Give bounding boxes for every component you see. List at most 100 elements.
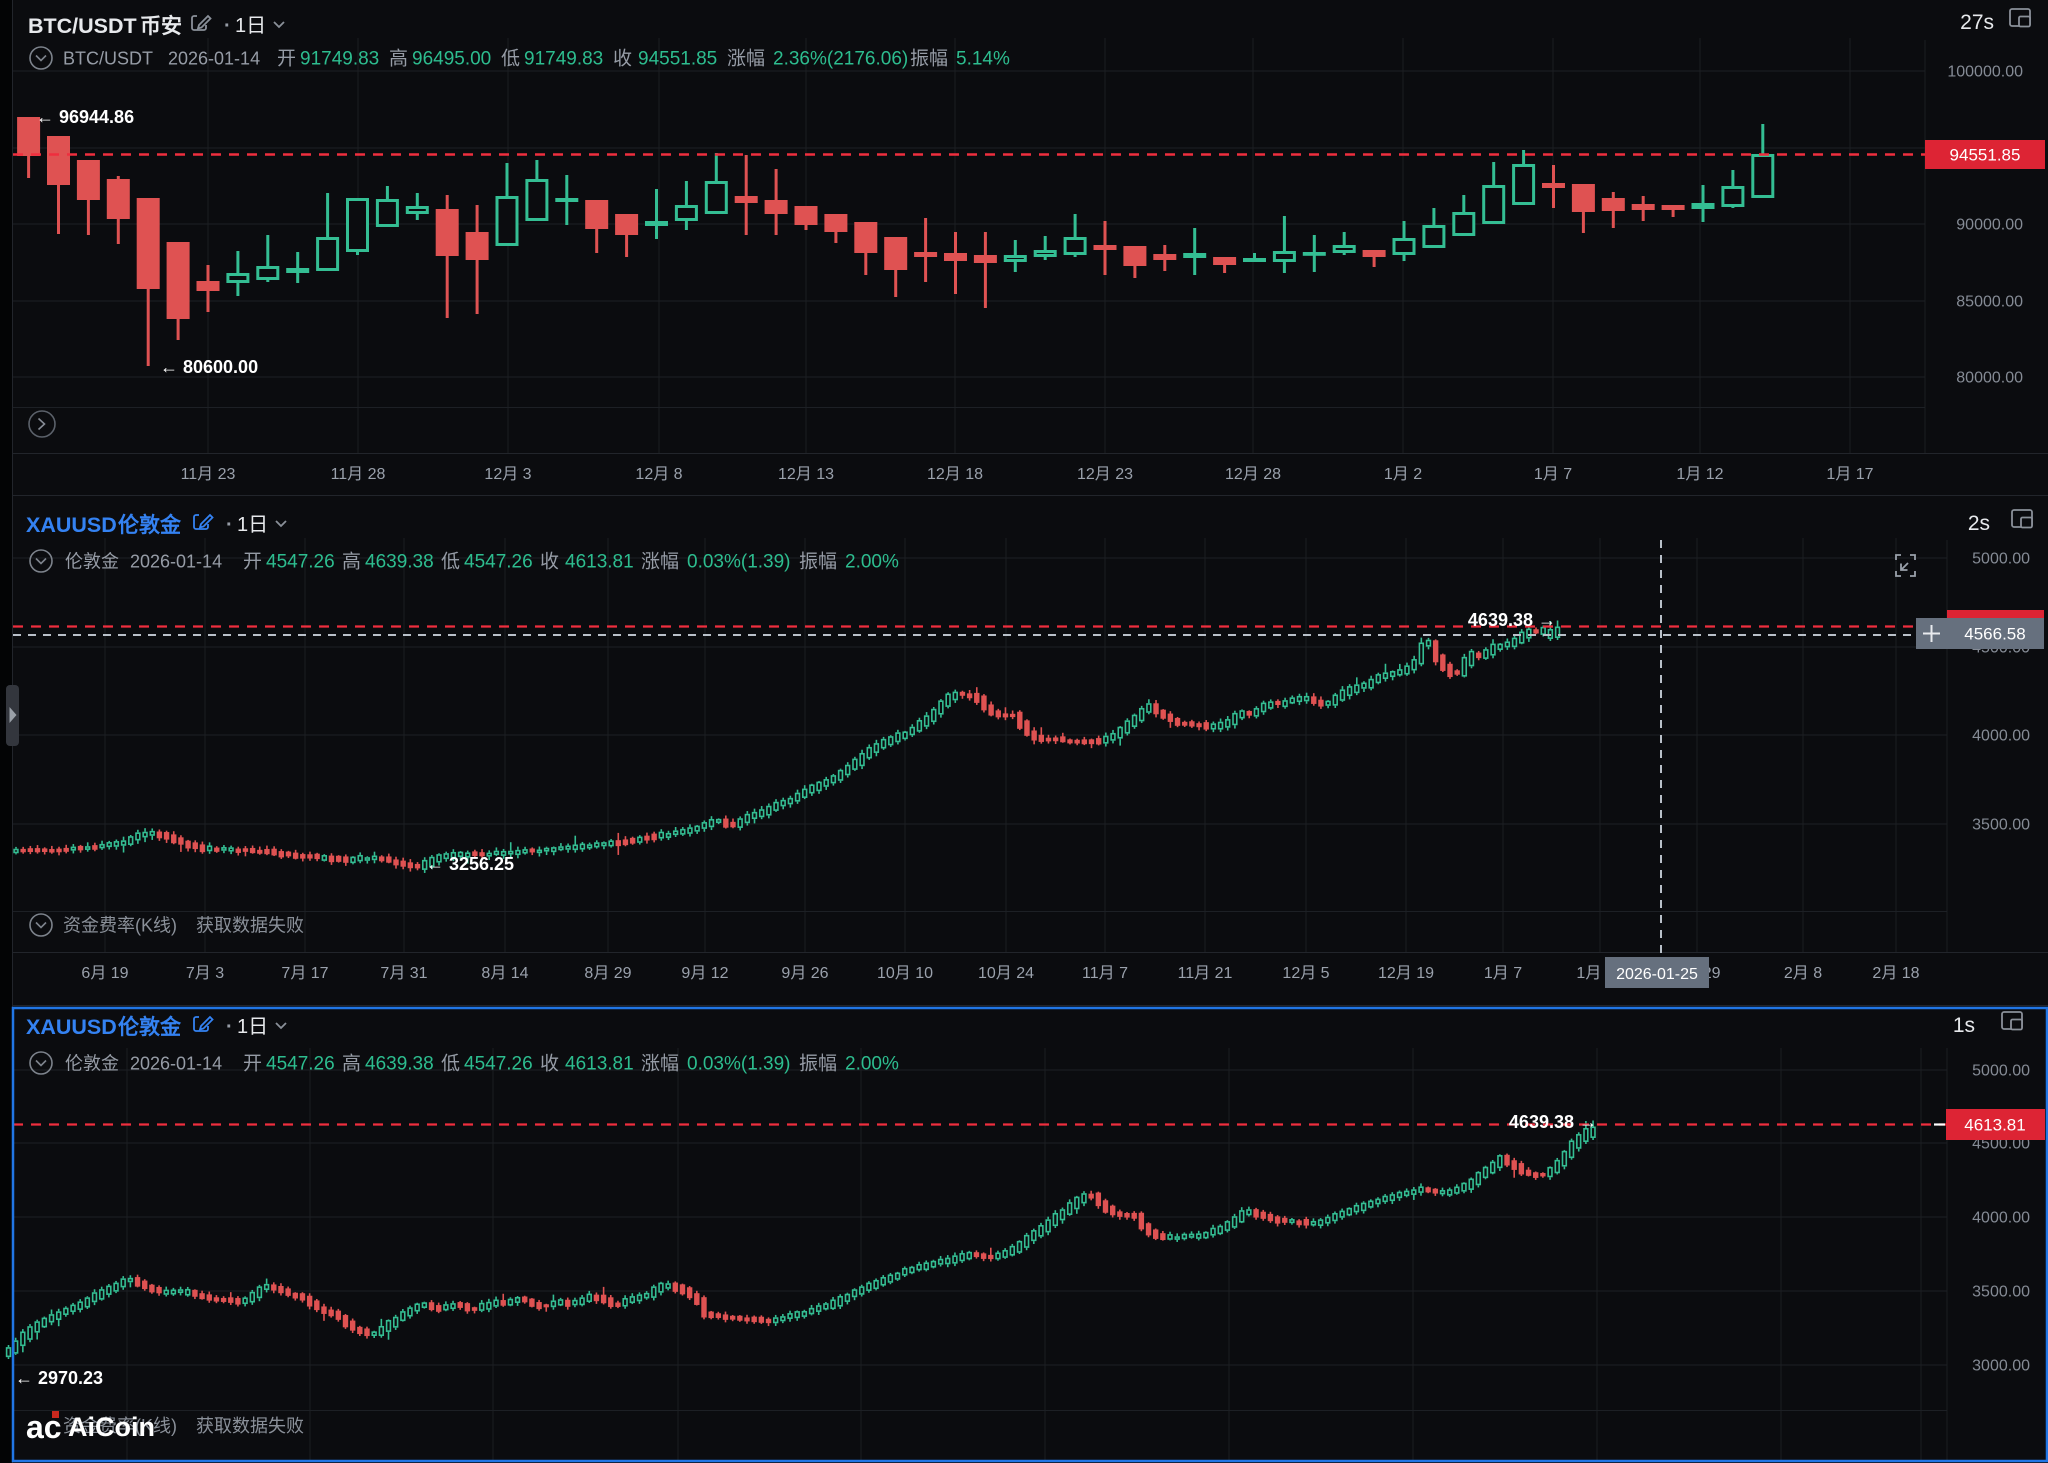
svg-text:高: 高 bbox=[389, 48, 408, 70]
svg-text:资金费率(K线): 资金费率(K线) bbox=[63, 916, 177, 936]
svg-text:80000.00: 80000.00 bbox=[1956, 370, 2023, 387]
svg-text:4639.38: 4639.38 bbox=[365, 552, 434, 573]
svg-text:开: 开 bbox=[243, 1054, 262, 1075]
svg-text:12月 13: 12月 13 bbox=[778, 466, 834, 483]
svg-text:1s: 1s bbox=[1953, 1014, 1975, 1037]
svg-text:获取数据失败: 获取数据失败 bbox=[196, 1416, 304, 1436]
svg-text:4000.00: 4000.00 bbox=[1972, 1210, 2030, 1227]
svg-text:7月 31: 7月 31 bbox=[380, 965, 427, 982]
svg-text:← 2970.23: ← 2970.23 bbox=[15, 1368, 103, 1388]
svg-text:5.14%: 5.14% bbox=[956, 49, 1010, 70]
svg-text:伦敦金: 伦敦金 bbox=[118, 513, 182, 537]
svg-text:← 3256.25: ← 3256.25 bbox=[426, 854, 514, 874]
svg-text:1月 7: 1月 7 bbox=[1484, 965, 1522, 982]
svg-text:高: 高 bbox=[342, 551, 361, 573]
svg-text:2s: 2s bbox=[1968, 512, 1990, 535]
svg-text:2月 18: 2月 18 bbox=[1872, 965, 1919, 982]
svg-text:开: 开 bbox=[243, 552, 262, 573]
svg-text:资金费率(K线): 资金费率(K线) bbox=[63, 1416, 177, 1436]
svg-text:伦敦金: 伦敦金 bbox=[65, 1054, 119, 1074]
svg-text:2026-01-14: 2026-01-14 bbox=[168, 49, 260, 69]
svg-text:2026-01-14: 2026-01-14 bbox=[130, 1054, 222, 1074]
svg-text:12月 5: 12月 5 bbox=[1282, 965, 1329, 982]
svg-text:1日: 1日 bbox=[237, 514, 268, 536]
svg-text:12月 18: 12月 18 bbox=[927, 466, 983, 483]
svg-text:·: · bbox=[226, 514, 233, 536]
svg-text:低: 低 bbox=[441, 1053, 460, 1075]
svg-text:1月 12: 1月 12 bbox=[1676, 466, 1723, 483]
svg-text:4613.81: 4613.81 bbox=[565, 1054, 634, 1075]
svg-text:4547.26: 4547.26 bbox=[464, 1054, 533, 1075]
svg-text:涨幅: 涨幅 bbox=[641, 551, 679, 573]
svg-text:高: 高 bbox=[342, 1053, 361, 1075]
svg-text:币安: 币安 bbox=[140, 14, 182, 38]
svg-text:10月 10: 10月 10 bbox=[877, 965, 933, 982]
svg-text:4613.81: 4613.81 bbox=[565, 552, 634, 573]
svg-text:12月 28: 12月 28 bbox=[1225, 466, 1281, 483]
svg-text:11月 28: 11月 28 bbox=[331, 466, 386, 483]
svg-text:8月 14: 8月 14 bbox=[481, 965, 528, 982]
svg-text:94551.85: 94551.85 bbox=[638, 49, 717, 70]
svg-text:94551.85: 94551.85 bbox=[1950, 146, 2021, 165]
svg-text:9月 12: 9月 12 bbox=[681, 965, 728, 982]
svg-text:5000.00: 5000.00 bbox=[1972, 1063, 2030, 1080]
svg-text:1日: 1日 bbox=[237, 1016, 268, 1038]
svg-text:4547.26: 4547.26 bbox=[266, 1054, 335, 1075]
svg-text:振幅: 振幅 bbox=[799, 1053, 837, 1075]
svg-text:4566.58: 4566.58 bbox=[1964, 625, 2025, 644]
svg-text:XAUUSD: XAUUSD bbox=[26, 513, 117, 537]
svg-text:4547.26: 4547.26 bbox=[266, 552, 335, 573]
svg-text:27s: 27s bbox=[1960, 11, 1994, 34]
svg-text:4613.81: 4613.81 bbox=[1964, 1116, 2025, 1135]
svg-text:收: 收 bbox=[540, 1053, 559, 1075]
svg-text:11月 23: 11月 23 bbox=[181, 466, 236, 483]
svg-text:涨幅: 涨幅 bbox=[641, 1053, 679, 1075]
svg-text:1月 17: 1月 17 bbox=[1826, 466, 1873, 483]
svg-text:6月 19: 6月 19 bbox=[81, 965, 128, 982]
svg-text:BTC/USDT: BTC/USDT bbox=[28, 14, 137, 38]
svg-text:收: 收 bbox=[540, 551, 559, 573]
svg-text:振幅: 振幅 bbox=[910, 48, 948, 70]
svg-text:9月 26: 9月 26 bbox=[781, 965, 828, 982]
svg-text:7月 3: 7月 3 bbox=[186, 965, 224, 982]
svg-text:12月 23: 12月 23 bbox=[1077, 466, 1133, 483]
svg-text:收: 收 bbox=[613, 48, 632, 70]
svg-text:伦敦金: 伦敦金 bbox=[118, 1015, 182, 1039]
svg-text:91749.83: 91749.83 bbox=[300, 49, 379, 70]
svg-text:BTC/USDT: BTC/USDT bbox=[63, 49, 153, 69]
svg-text:2026-01-25: 2026-01-25 bbox=[1616, 966, 1698, 983]
svg-text:← 96944.86: ← 96944.86 bbox=[36, 107, 134, 127]
svg-text:2.00%: 2.00% bbox=[845, 552, 899, 573]
svg-text:3500.00: 3500.00 bbox=[1972, 817, 2030, 834]
svg-text:8月 29: 8月 29 bbox=[584, 965, 631, 982]
svg-text:·: · bbox=[224, 15, 231, 37]
svg-text:伦敦金: 伦敦金 bbox=[65, 552, 119, 572]
svg-text:3000.00: 3000.00 bbox=[1972, 1358, 2030, 1375]
svg-text:开: 开 bbox=[277, 49, 296, 70]
svg-text:3500.00: 3500.00 bbox=[1972, 1284, 2030, 1301]
svg-text:2.36%(2176.06): 2.36%(2176.06) bbox=[773, 49, 908, 70]
svg-text:获取数据失败: 获取数据失败 bbox=[196, 916, 304, 936]
svg-text:12月 8: 12月 8 bbox=[635, 466, 682, 483]
svg-text:4547.26: 4547.26 bbox=[464, 552, 533, 573]
svg-text:1日: 1日 bbox=[235, 15, 266, 37]
svg-text:96495.00: 96495.00 bbox=[412, 49, 491, 70]
svg-text:7月 17: 7月 17 bbox=[281, 965, 328, 982]
svg-text:涨幅: 涨幅 bbox=[727, 48, 765, 70]
svg-text:90000.00: 90000.00 bbox=[1956, 217, 2023, 234]
svg-text:·: · bbox=[226, 1016, 233, 1038]
svg-text:5000.00: 5000.00 bbox=[1972, 551, 2030, 568]
svg-text:2.00%: 2.00% bbox=[845, 1054, 899, 1075]
svg-text:2026-01-14: 2026-01-14 bbox=[130, 552, 222, 572]
svg-text:4639.38 →: 4639.38 → bbox=[1468, 610, 1556, 630]
svg-text:100000.00: 100000.00 bbox=[1947, 64, 2023, 81]
svg-text:12月 19: 12月 19 bbox=[1378, 965, 1434, 982]
svg-text:10月 24: 10月 24 bbox=[978, 965, 1034, 982]
svg-text:11月 21: 11月 21 bbox=[1178, 965, 1233, 982]
svg-text:91749.83: 91749.83 bbox=[524, 49, 603, 70]
svg-text:0.03%(1.39): 0.03%(1.39) bbox=[687, 1054, 791, 1075]
svg-text:XAUUSD: XAUUSD bbox=[26, 1015, 117, 1039]
svg-text:低: 低 bbox=[441, 551, 460, 573]
svg-text:85000.00: 85000.00 bbox=[1956, 294, 2023, 311]
svg-text:1月 7: 1月 7 bbox=[1534, 466, 1572, 483]
